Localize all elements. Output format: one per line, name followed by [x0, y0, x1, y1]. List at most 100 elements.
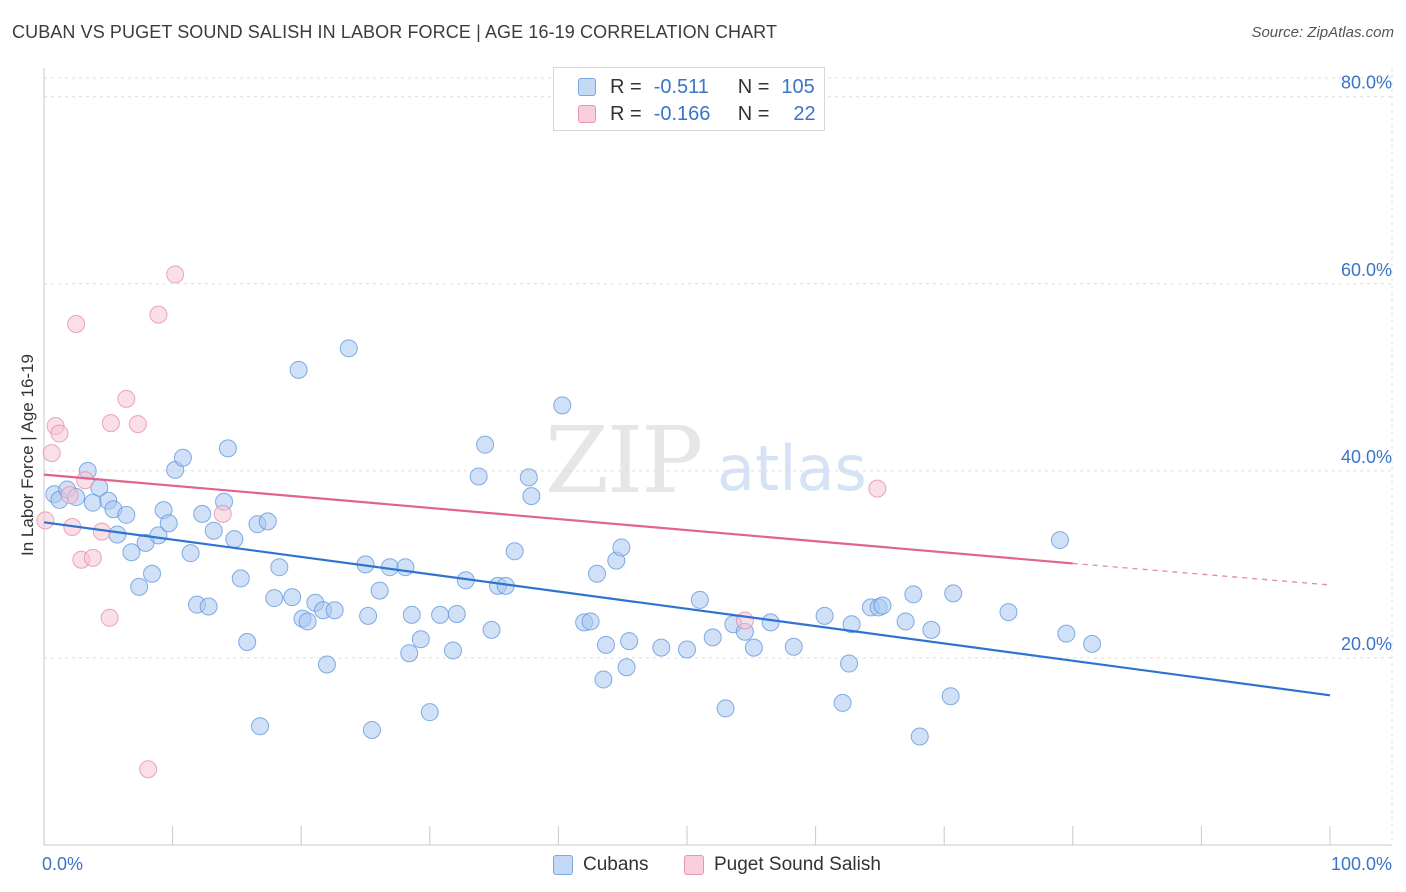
source-label: Source: ZipAtlas.com: [1251, 24, 1394, 41]
point-cubans: [317, 655, 336, 674]
point-cubans: [476, 435, 495, 454]
point-cubans: [522, 487, 541, 506]
point-puget: [101, 414, 120, 433]
point-puget: [36, 511, 55, 530]
x-tick-label-min: 0.0%: [42, 854, 83, 874]
legend-r-value-puget: -0.166: [653, 102, 711, 125]
legend-swatch-puget: [578, 105, 596, 123]
point-puget: [60, 486, 79, 505]
point-cubans: [519, 468, 538, 487]
point-puget: [100, 608, 119, 627]
point-cubans: [833, 693, 852, 712]
point-cubans: [744, 638, 763, 657]
point-cubans: [218, 439, 237, 458]
point-cubans: [339, 339, 358, 358]
trend-line-puget-extension: [1072, 562, 1331, 586]
point-cubans: [159, 514, 178, 533]
tick-labels: 20.0% 40.0% 60.0% 80.0% 0.0% 100.0%: [42, 73, 1392, 874]
point-cubans: [594, 670, 613, 689]
point-cubans: [122, 543, 141, 562]
point-cubans: [130, 577, 149, 596]
legend-n-value-puget: 22: [793, 102, 816, 125]
legend-r-label: R =: [610, 102, 642, 125]
point-cubans: [587, 564, 606, 583]
point-puget: [149, 305, 168, 324]
point-cubans: [270, 558, 289, 577]
point-cubans: [193, 504, 212, 523]
data-points: [36, 265, 1102, 779]
point-cubans: [143, 564, 162, 583]
y-tick-label: 20.0%: [1341, 634, 1392, 654]
y-axis-label: In Labor Force | Age 16-19: [18, 354, 37, 556]
point-cubans: [238, 633, 257, 652]
point-puget: [83, 548, 102, 567]
axes: [43, 68, 1392, 846]
point-cubans: [944, 584, 963, 603]
point-cubans: [149, 526, 168, 545]
point-cubans: [596, 635, 615, 654]
point-puget: [213, 504, 232, 523]
point-cubans: [910, 727, 929, 746]
point-cubans: [420, 703, 439, 722]
trend-lines: [43, 473, 1331, 697]
point-puget: [42, 444, 61, 463]
point-cubans: [83, 493, 102, 512]
point-puget: [76, 471, 95, 490]
point-cubans: [896, 612, 915, 631]
point-cubans: [840, 654, 859, 673]
point-cubans: [612, 538, 631, 557]
point-puget: [166, 265, 185, 284]
point-cubans: [873, 596, 892, 615]
watermark-zip: ZIP: [545, 407, 701, 514]
point-cubans: [117, 505, 136, 524]
legend-row-cubans: R = -0.511 N = 105: [578, 74, 815, 100]
point-cubans: [251, 717, 270, 736]
point-cubans: [362, 720, 381, 739]
point-cubans: [553, 396, 572, 415]
point-cubans: [581, 612, 600, 631]
point-cubans: [922, 620, 941, 639]
point-puget: [50, 424, 69, 443]
point-cubans: [396, 558, 415, 577]
point-cubans: [289, 360, 308, 379]
point-cubans: [784, 637, 803, 656]
point-cubans: [1050, 531, 1069, 550]
legend-n-value-cubans: 105: [781, 75, 815, 98]
point-cubans: [443, 641, 462, 660]
point-cubans: [204, 521, 223, 540]
bottom-legend-swatch-puget: [684, 855, 704, 875]
point-cubans: [482, 620, 501, 639]
point-cubans: [617, 658, 636, 677]
point-cubans: [1083, 634, 1102, 653]
point-cubans: [716, 699, 735, 718]
point-cubans: [620, 632, 639, 651]
point-cubans: [108, 525, 127, 544]
y-tick-label: 80.0%: [1341, 73, 1392, 93]
watermark: ZIP atlas: [545, 407, 867, 514]
trend-line-puget: [43, 473, 1073, 565]
point-puget: [735, 611, 754, 630]
watermark-atlas: atlas: [717, 432, 867, 505]
correlation-legend: R = -0.511 N = 105 R = -0.166 N = 22: [553, 67, 825, 131]
point-cubans: [1057, 624, 1076, 643]
point-cubans: [199, 597, 218, 616]
y-tick-label: 60.0%: [1341, 260, 1392, 280]
point-puget: [67, 315, 86, 334]
bottom-legend-label-cubans: Cubans: [583, 854, 649, 875]
point-puget: [868, 479, 887, 498]
point-cubans: [652, 638, 671, 657]
bottom-legend-puget[interactable]: Puget Sound Salish: [684, 852, 881, 878]
point-cubans: [265, 589, 284, 608]
point-puget: [128, 415, 147, 434]
bottom-legend-swatch-cubans: [553, 855, 573, 875]
point-cubans: [370, 581, 389, 600]
chart-title: CUBAN VS PUGET SOUND SALISH IN LABOR FOR…: [12, 22, 778, 42]
trend-line-cubans: [43, 521, 1331, 697]
point-cubans: [298, 612, 317, 631]
point-cubans: [402, 605, 421, 624]
point-cubans: [678, 640, 696, 659]
legend-r-label: R =: [610, 75, 642, 98]
point-cubans: [703, 628, 722, 647]
bottom-legend-cubans[interactable]: Cubans: [553, 852, 649, 878]
